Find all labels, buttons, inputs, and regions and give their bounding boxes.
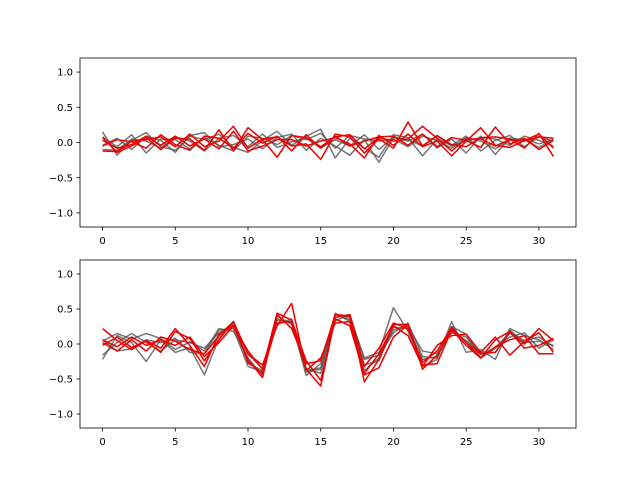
x-tick-label: 20 [387,236,400,247]
y-tick-label: −1.0 [49,410,73,421]
x-tick-label: 25 [460,437,473,448]
x-tick-label: 0 [99,437,105,448]
x-tick-label: 30 [533,236,546,247]
series-line-8-red [102,312,554,382]
x-tick-label: 5 [172,236,178,247]
x-tick-label: 20 [387,437,400,448]
y-tick-label: 0.5 [57,305,73,316]
x-tick-label: 5 [172,437,178,448]
x-tick-label: 10 [242,236,255,247]
series-group [101,302,555,387]
chart-panel-2: 0 5 10 15 20 25 30 −1.0 −0.5 0.0 0.5 1.0 [49,259,577,448]
x-tick-label: 0 [99,236,105,247]
x-tick-label: 30 [533,437,546,448]
y-tick-label: 1.0 [57,68,73,79]
series-line-6-red [102,302,555,375]
series-line-7-red [102,126,554,152]
x-tick-label: 15 [314,437,327,448]
y-tick-label: 1.0 [57,270,73,281]
x-tick-label: 25 [460,236,473,247]
y-tick-label: 0.0 [57,340,73,351]
y-tick-label: 0.0 [57,138,73,149]
series-line-3-dark [102,132,554,154]
series-line-5-red [102,313,554,383]
x-tick-label: 10 [242,437,255,448]
y-tick-label: −0.5 [49,375,73,386]
y-tick-label: −0.5 [49,173,73,184]
y-tick-label: −1.0 [49,209,73,220]
chart-panel-1: 0 5 10 15 20 25 30 −1.0 −0.5 0.0 0.5 1.0 [49,57,577,247]
series-group [101,121,555,163]
series-line-8-red [102,126,554,159]
x-tick-label: 15 [314,236,327,247]
y-tick-label: 0.5 [57,103,73,114]
